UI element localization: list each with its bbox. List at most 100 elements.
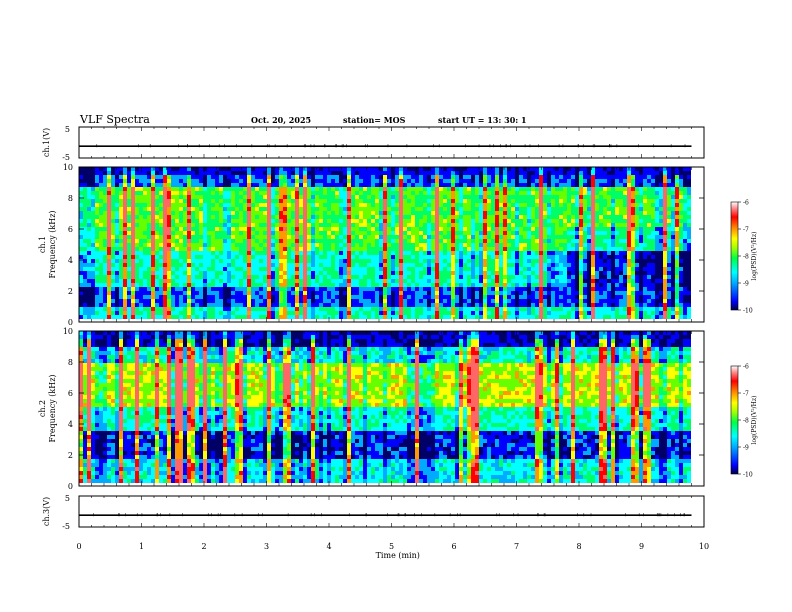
ch1-spectrogram-cell	[551, 235, 555, 239]
ch1-spectrogram-cell	[315, 207, 319, 211]
ch1-spectrogram-cell	[303, 175, 307, 179]
ch1-spectrogram-cell	[307, 207, 311, 211]
ch1-spectrogram-cell	[567, 215, 571, 219]
ch1-spectrogram-cell	[179, 183, 183, 187]
ch1-spectrogram-cell	[571, 215, 575, 219]
ch1-spectrogram-cell	[643, 223, 647, 227]
ch1-spectrogram-cell	[379, 255, 383, 259]
ch1-spectrogram-cell	[111, 207, 115, 211]
ch1-spectrogram-cell	[339, 183, 343, 187]
ch1-spectrogram-cell	[191, 291, 195, 295]
ch1-spectrogram-cell	[251, 251, 255, 255]
ch1-spectrogram-cell	[151, 271, 155, 275]
ch1-spectrogram-cell	[639, 183, 643, 187]
ch1-spectrogram-cell	[587, 199, 591, 203]
ch1-spectrogram-cell	[687, 283, 691, 287]
ch1-spectrogram-cell	[267, 227, 271, 231]
ch1-spectrogram-cell	[263, 283, 267, 287]
ch1-spectrogram-cell	[299, 251, 303, 255]
ch1-spectrogram-cell	[239, 167, 243, 171]
ch1-spectrogram-cell	[99, 203, 103, 207]
ch1-spectrogram-cell	[227, 211, 231, 215]
ch1-spectrogram-cell	[159, 231, 163, 235]
ch1-spectrogram-cell	[367, 215, 371, 219]
ch1-spectrogram-cell	[155, 291, 159, 295]
ch1-spectrogram-cell	[535, 267, 539, 271]
ch1-spectrogram-cell	[295, 203, 299, 207]
ch1-spectrogram-cell	[367, 183, 371, 187]
ch1-spectrogram-cell	[635, 203, 639, 207]
ch1-spectrogram-cell	[583, 231, 587, 235]
ch1-spectrogram-cell	[239, 211, 243, 215]
ch1-spectrogram-cell	[527, 235, 531, 239]
ch1-spectrogram-cell	[95, 171, 99, 175]
ch1-spectrogram-cell	[255, 287, 259, 291]
ch1-spectrogram-cell	[299, 171, 303, 175]
ch1-spectrogram-cell	[363, 211, 367, 215]
ch1-spectrogram-cell	[467, 223, 471, 227]
ch1-spectrogram-cell	[559, 227, 563, 231]
ch1-spectrogram-cell	[355, 251, 359, 255]
ch1-spectrogram-cell	[219, 207, 223, 211]
ch1-spectrogram-cell	[595, 279, 599, 283]
ch1-spectrogram-cell	[319, 279, 323, 283]
ch1-spectrogram-cell	[531, 247, 535, 251]
ch1-spectrogram-cell	[195, 175, 199, 179]
ch1-spectrogram-cell	[579, 223, 583, 227]
ch1-spectrogram-cell	[443, 175, 447, 179]
ch1-spectrogram-cell	[195, 215, 199, 219]
ch1-spectrogram-cell	[207, 171, 211, 175]
ch1-spectrogram-cell	[87, 191, 91, 195]
ch1-spectrogram-cell	[351, 207, 355, 211]
ch1-spectrogram-cell	[259, 235, 263, 239]
ch1-spectrogram-cell	[683, 219, 687, 223]
ch1-spectrogram-cell	[595, 183, 599, 187]
ch1-spectrogram-cell	[339, 219, 343, 223]
ch1-spectrogram-cell	[479, 279, 483, 283]
ch1-spectrogram-cell	[587, 231, 591, 235]
ch1-spectrogram-cell	[399, 243, 403, 247]
ch1-spectrogram-cell	[475, 219, 479, 223]
ch1-spectrogram-cell	[395, 239, 399, 243]
ch1-spectrogram-cell	[675, 255, 679, 259]
ch1-spectrogram-cell	[639, 231, 643, 235]
ch1-spectrogram-cell	[403, 215, 407, 219]
ch1-spectrogram-cell	[603, 223, 607, 227]
ch1-spectrogram-cell	[627, 179, 631, 183]
ch1-spectrogram-cell	[319, 267, 323, 271]
ch1-spectrogram-cell	[259, 247, 263, 251]
ch1-spectrogram-cell	[87, 251, 91, 255]
ch1-spectrogram-cell	[347, 183, 351, 187]
ch1-spectrogram-cell	[367, 191, 371, 195]
ch1-spectrogram-cell	[91, 239, 95, 243]
ch1-spectrogram-cell	[319, 199, 323, 203]
ch1-spectrogram-cell	[315, 259, 319, 263]
ch1-spectrogram-cell	[527, 187, 531, 191]
ch1-spectrogram-cell	[335, 279, 339, 283]
ch1-spectrogram-cell	[291, 259, 295, 263]
ch1-spectrogram-cell	[551, 203, 555, 207]
ch1-spectrogram-cell	[315, 199, 319, 203]
ch1-spectrogram-cell	[347, 271, 351, 275]
ch1-spectrogram-cell	[259, 287, 263, 291]
ch1-spectrogram-cell	[247, 171, 251, 175]
ch1-spectrogram-cell	[155, 219, 159, 223]
ch1-spectrogram-cell	[551, 175, 555, 179]
ch1-spectrogram-cell	[247, 255, 251, 259]
ch1-spectrogram-cell	[123, 287, 127, 291]
ch1-spectrogram-cell	[251, 271, 255, 275]
ch1-spectrogram-cell	[327, 291, 331, 295]
ch1-spectrogram-cell	[399, 191, 403, 195]
ch1-spectrogram-cell	[359, 243, 363, 247]
ch1-spectrogram-cell	[579, 283, 583, 287]
ch1-spectrogram-cell	[219, 227, 223, 231]
ch1-spectrogram-cell	[611, 275, 615, 279]
ch1-spectrogram-cell	[651, 207, 655, 211]
ch1-spectrogram-cell	[523, 251, 527, 255]
ch1-spectrogram-cell	[291, 195, 295, 199]
ch1-spectrogram-cell	[635, 223, 639, 227]
ch1-spectrogram-cell	[127, 239, 131, 243]
ch1-spectrogram-cell	[375, 175, 379, 179]
ch1-spectrogram-cell	[595, 251, 599, 255]
ch1-spectrogram-cell	[643, 259, 647, 263]
